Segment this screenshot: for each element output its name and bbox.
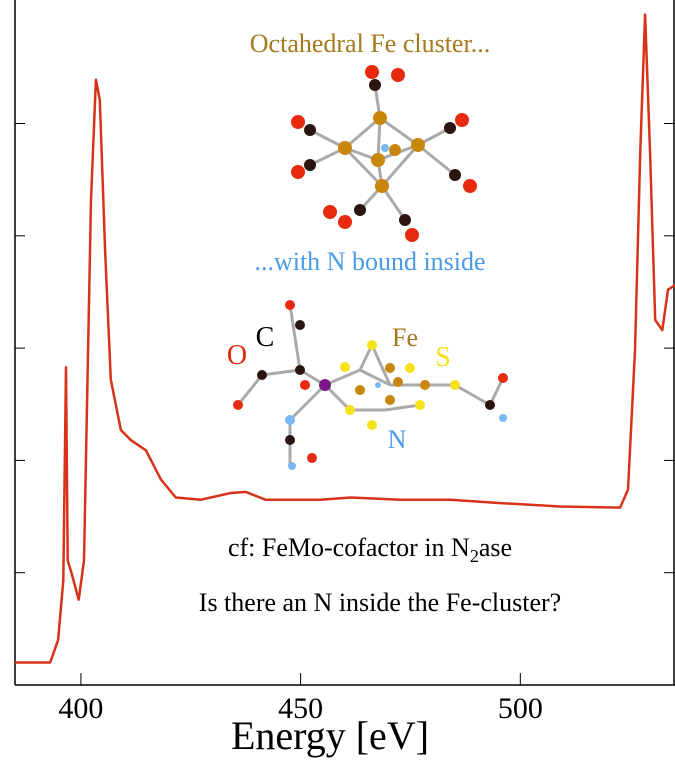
annotation-text: Octahedral Fe cluster... bbox=[250, 29, 490, 58]
x-tick-label: 450 bbox=[278, 692, 323, 725]
annotation: cf: FeMo-cofactor in N2ase bbox=[228, 533, 512, 566]
annotation-text: N bbox=[388, 425, 407, 454]
annotation-suffix: ase bbox=[479, 533, 512, 562]
annotation: N bbox=[388, 425, 407, 454]
annotation: ...with N bound inside bbox=[254, 247, 485, 276]
annotation-text: Is there an N inside the Fe-cluster? bbox=[199, 588, 561, 617]
annotation: Octahedral Fe cluster... bbox=[250, 29, 490, 58]
annotation-text: cf: FeMo-cofactor in N bbox=[228, 533, 470, 562]
annotation: O bbox=[227, 340, 247, 371]
x-tick-label: 400 bbox=[58, 692, 103, 725]
annotation-text: S bbox=[435, 342, 451, 373]
data-line bbox=[15, 13, 675, 664]
annotation-subscript: 2 bbox=[470, 546, 479, 566]
molecule-top bbox=[291, 65, 477, 242]
annotation: Fe bbox=[392, 323, 418, 352]
annotation-text: ...with N bound inside bbox=[254, 247, 485, 276]
x-tick-label: 500 bbox=[498, 692, 543, 725]
molecule-bottom bbox=[233, 300, 508, 470]
annotation: Is there an N inside the Fe-cluster? bbox=[199, 588, 561, 617]
annotation-text: Fe bbox=[392, 323, 418, 352]
annotation-text: O bbox=[227, 340, 247, 371]
annotation-text: C bbox=[256, 322, 275, 353]
x-axis-label: Energy [eV] bbox=[231, 713, 429, 758]
annotation: C bbox=[256, 322, 275, 353]
annotation: S bbox=[435, 342, 451, 373]
